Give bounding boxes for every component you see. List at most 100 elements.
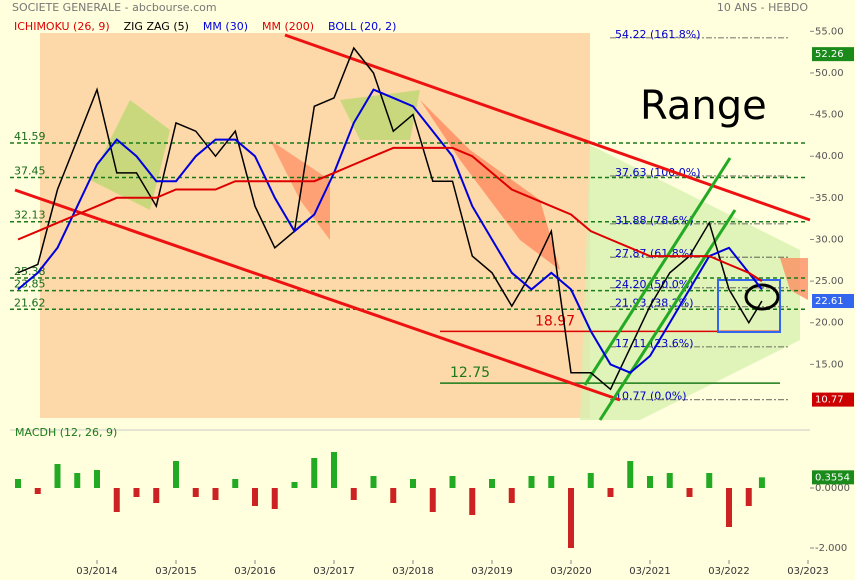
x-tick-label: 03/2022 [708, 566, 750, 577]
macd-bar [271, 488, 278, 509]
macd-tag-label: 0.3554 [815, 472, 850, 483]
y-tick-label: 50.00 [815, 68, 844, 79]
macd-bar [449, 476, 456, 488]
annotation: Range [640, 83, 767, 129]
macd-bar [232, 479, 239, 488]
macd-tick-label: 0.0000 [815, 483, 850, 494]
macd-bar [15, 479, 21, 488]
macd-bar [370, 476, 377, 488]
macd-bar [587, 473, 594, 488]
title: SOCIETE GENERALE - abcbourse.com [12, 1, 217, 14]
level-label: 21.62 [14, 296, 46, 309]
macd-tick-label: -2.000 [815, 543, 847, 554]
y-tick-label: 30.00 [815, 234, 844, 245]
price-tag-label: 52.26 [815, 49, 844, 60]
price-tag [812, 392, 854, 407]
trend-line [284, 33, 811, 222]
macd-bar [74, 473, 81, 488]
period: 10 ANS - HEBDO [717, 1, 808, 14]
price-tag [812, 294, 854, 309]
macd-tag [812, 470, 854, 485]
circle [744, 283, 780, 311]
x-tick-label: 03/2023 [787, 566, 829, 577]
price-tag [812, 47, 854, 62]
macd-bar [469, 488, 476, 515]
macd-bar [54, 464, 61, 488]
cloud-red [780, 258, 808, 300]
macd-bar [173, 461, 179, 488]
macd-bar [726, 488, 732, 527]
price-tag-label: 10.77 [815, 395, 844, 406]
macd-bar [706, 473, 713, 488]
macd-bar [429, 488, 436, 512]
macd-bar [113, 488, 120, 512]
cloud-green [90, 100, 170, 210]
macd-bar [390, 488, 397, 503]
macd-bar [627, 461, 634, 488]
macd-bar [153, 488, 160, 503]
x-tick-label: 03/2019 [471, 566, 513, 577]
fib-label: 24.20 (50.0%) [615, 278, 694, 291]
macd-bar [528, 476, 535, 488]
macd-bar [410, 479, 416, 488]
trend-line [598, 209, 737, 421]
fib-label: 27.87 (61.8%) [615, 247, 694, 260]
fib-label: 10.77 (0.0%) [615, 390, 687, 403]
macd-bar [568, 488, 574, 548]
support-label: 18.97 [535, 313, 575, 329]
fib-label: 37.63 (100.0%) [615, 166, 701, 179]
trend-line [583, 157, 732, 386]
macd-bar [331, 452, 337, 488]
x-tick-label: 03/2020 [550, 566, 592, 577]
macd-bar [686, 488, 693, 497]
y-tick-label: 35.00 [815, 193, 844, 204]
macd-bar [548, 476, 555, 488]
x-tick-label: 03/2017 [313, 566, 355, 577]
cloud-green [340, 90, 420, 140]
trend-line [14, 188, 621, 402]
price-tag-label: 22.61 [815, 296, 844, 307]
legend-entry: ICHIMOKU (26, 9) [14, 20, 110, 33]
x-tick-label: 03/2015 [155, 566, 197, 577]
macd-bar [133, 488, 140, 497]
level-label: 32.13 [14, 209, 46, 222]
macd-bar [34, 488, 41, 494]
level-label: 25.38 [14, 265, 46, 278]
legend-entry: MM (200) [262, 20, 314, 33]
x-tick-label: 03/2014 [76, 566, 118, 577]
legend-entry: BOLL (20, 2) [328, 20, 396, 33]
macd-bar [745, 488, 752, 506]
x-tick-label: 03/2021 [629, 566, 671, 577]
y-tick-label: 15.00 [815, 359, 844, 370]
macd-bar [607, 488, 614, 497]
macd-bar [489, 479, 495, 488]
x-tick-label: 03/2018 [392, 566, 434, 577]
macd-title: MACDH (12, 26, 9) [15, 426, 117, 439]
level-label: 37.45 [14, 164, 46, 177]
macd-bar [666, 473, 673, 488]
y-tick-label: 45.00 [815, 110, 844, 121]
level-label: 41.59 [14, 130, 46, 143]
y-tick-label: 25.00 [815, 276, 844, 287]
macd-bar [291, 482, 298, 488]
y-tick-label: 20.00 [815, 318, 844, 329]
macd-bar [758, 477, 765, 488]
y-tick-label: 55.00 [815, 26, 844, 37]
legend-entry: ZIG ZAG (5) [124, 20, 189, 33]
macd-bar [252, 488, 258, 506]
fib-label: 31.88 (78.6%) [615, 214, 694, 227]
macd-bar [212, 488, 219, 500]
y-tick-label: 40.00 [815, 151, 844, 162]
series-line [17, 46, 763, 391]
macd-bar [311, 458, 318, 488]
range-box [717, 279, 781, 333]
macd-bar [192, 488, 199, 497]
support-label: 12.75 [450, 365, 490, 381]
x-tick-label: 03/2016 [234, 566, 276, 577]
macd-bar [350, 488, 357, 500]
macd-bar [94, 470, 100, 488]
legend-entry: MM (30) [203, 20, 248, 33]
shade [40, 33, 590, 418]
series-line [17, 88, 763, 374]
